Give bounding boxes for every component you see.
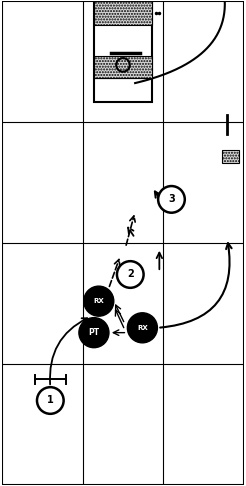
Circle shape [37,387,64,414]
Text: 1: 1 [47,396,54,405]
FancyArrowPatch shape [50,318,87,384]
Circle shape [79,318,109,347]
Bar [94,56,152,78]
Bar [222,150,239,163]
Circle shape [127,313,157,343]
Text: 2: 2 [127,270,134,279]
Bar [94,0,152,103]
Text: PT: PT [88,328,99,337]
Circle shape [158,186,185,213]
Text: RX: RX [137,325,148,331]
Text: RX: RX [93,298,104,304]
Text: 3: 3 [168,194,175,205]
Circle shape [84,286,114,316]
Circle shape [117,261,144,288]
FancyArrowPatch shape [160,243,231,328]
Bar [94,0,152,25]
